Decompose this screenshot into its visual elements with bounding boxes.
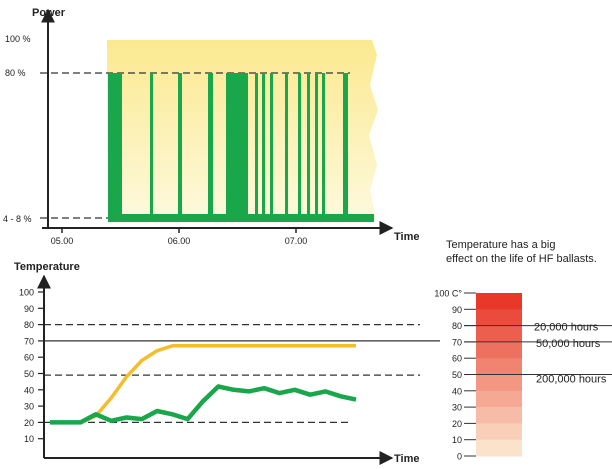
scale-tick-label-30: 30	[452, 403, 462, 413]
power-x-tick-label-2: 06.00	[168, 236, 191, 246]
scale-tick-label-50: 50	[452, 370, 462, 380]
power-x-ticks: 05.00 06.00 07.00	[51, 228, 308, 246]
scale-tick-label-70: 70	[452, 337, 462, 347]
power-on-bar-7	[262, 73, 265, 218]
ballast-life-annotations: 20,000 hours 50,000 hours 200,000 hours	[464, 322, 612, 386]
temperature-scale-band-50	[476, 374, 522, 392]
temperature-scale-band-40	[476, 390, 522, 408]
scale-tick-label-20: 20	[452, 419, 462, 429]
temperature-scale-band-100	[476, 293, 522, 310]
scale-tick-label-0: 0	[457, 452, 462, 462]
power-on-bar-13	[322, 73, 325, 218]
power-on-bar-9	[285, 73, 288, 218]
power-on-bar-5	[226, 73, 248, 218]
power-y-tick-80: 80 %	[5, 68, 26, 78]
scale-tick-label-80: 80	[452, 321, 462, 331]
power-x-tick-label-1: 05.00	[51, 236, 74, 246]
temperature-scale-band-20	[476, 423, 522, 441]
temperature-scale-band-70	[476, 341, 522, 359]
temperature-series-green	[50, 384, 357, 425]
temperature-y-tick-label-80: 80	[24, 320, 34, 330]
temperature-y-tick-label-70: 70	[24, 336, 34, 346]
temperature-y-tick-label-90: 90	[24, 304, 34, 314]
temperature-scale-band-80	[476, 325, 522, 343]
temperature-scale-band-90	[476, 309, 522, 327]
temperature-y-tick-label-10: 10	[24, 434, 34, 444]
power-chart: Power 100 % 80 % 4 - 8 % 05.0006.0007.00…	[3, 7, 419, 246]
temperature-scale-ticks: 100 C° 90 80 70 60 50 40 30 20 10 0	[434, 289, 476, 462]
temperature-series-yellow	[50, 344, 356, 425]
power-on-bar-1	[108, 73, 122, 218]
temperature-y-tick-label-50: 50	[24, 369, 34, 379]
temperature-y-tick-label-20: 20	[24, 418, 34, 428]
scale-tick-label-60: 60	[452, 354, 462, 364]
power-on-bar-3	[178, 73, 182, 218]
power-on-bar-14	[343, 73, 348, 218]
ballast-life-label-2: 50,000 hours	[536, 338, 601, 350]
temperature-chart: Temperature 10 20 30 40 50 60 70 80 90 100 Time	[14, 261, 440, 465]
ballast-caption-line-1: Temperature has a big	[446, 239, 555, 251]
temperature-y-tick-label-60: 60	[24, 353, 34, 363]
temperature-scale-band-10	[476, 439, 522, 457]
power-base-level	[108, 214, 374, 222]
temperature-y-tick-label-30: 30	[24, 402, 34, 412]
temperature-y-tick-label-100: 100	[19, 288, 34, 298]
scale-tick-label-10: 10	[452, 435, 462, 445]
temperature-reference-lines	[44, 323, 440, 424]
ballast-life-label-1: 20,000 hours	[534, 322, 599, 334]
scale-tick-label-90: 90	[452, 305, 462, 315]
temperature-y-ticks: 10 20 30 40 50 60 70 80 90 100	[19, 288, 44, 444]
power-x-axis-label: Time	[394, 231, 419, 243]
scale-tick-label-40: 40	[452, 386, 462, 396]
temperature-y-tick-label-40: 40	[24, 385, 34, 395]
power-x-tick-label-3: 07.00	[285, 236, 308, 246]
ballast-caption-line-2: effect on the life of HF ballasts.	[446, 253, 597, 265]
power-on-bar-11	[307, 73, 310, 218]
power-y-tick-4-8: 4 - 8 %	[3, 214, 32, 224]
temperature-y-axis-label: Temperature	[14, 261, 80, 273]
scale-tick-label-100: 100 C°	[434, 289, 462, 299]
power-on-bar-10	[298, 73, 301, 218]
temperature-scale-band-60	[476, 358, 522, 375]
ballast-life-scale: Temperature has a big effect on the life…	[434, 239, 612, 462]
power-bars	[108, 73, 374, 222]
temperature-x-axis-label: Time	[394, 453, 419, 465]
power-on-bar-2	[150, 73, 153, 218]
ballast-life-label-3: 200,000 hours	[536, 374, 607, 386]
power-on-bar-4	[208, 73, 213, 218]
power-on-bar-12	[315, 73, 318, 218]
power-on-bar-8	[270, 73, 273, 218]
temperature-scale-bar	[476, 293, 522, 457]
power-y-tick-100: 100 %	[5, 34, 31, 44]
temperature-scale-band-30	[476, 407, 522, 424]
power-on-bar-6	[255, 73, 258, 218]
